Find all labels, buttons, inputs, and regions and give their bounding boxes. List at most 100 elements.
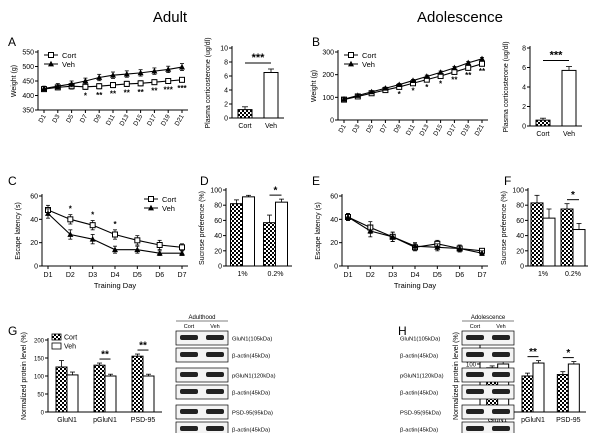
cort-marker bbox=[112, 231, 118, 238]
cort-marker bbox=[151, 79, 158, 86]
veh-marker bbox=[82, 77, 89, 84]
x-tick-label: D7 bbox=[79, 113, 89, 124]
y-tick-label: 0 bbox=[34, 264, 38, 271]
blot-band bbox=[180, 389, 198, 394]
lane-label: Cort bbox=[470, 324, 481, 330]
blot-strip bbox=[175, 404, 229, 420]
blot-band bbox=[206, 335, 224, 340]
y-tick-label: 450 bbox=[22, 79, 34, 86]
veh-marker bbox=[45, 210, 51, 216]
veh-marker bbox=[96, 74, 103, 80]
y-axis-label: Normalized protein level (%) bbox=[21, 332, 28, 420]
line-chart-C: 0 20 40 60 Escape latency (s) C D1 D2 D3 D4 D5 D6 D7… bbox=[8, 174, 188, 290]
blot-row-label: β-actin(45kDa) bbox=[232, 391, 270, 397]
veh-marker bbox=[389, 233, 396, 240]
x-tick-label: D3 bbox=[388, 272, 397, 279]
legend-label: Cort bbox=[64, 335, 77, 342]
panel-label: H bbox=[398, 324, 407, 338]
lane-label: Veh bbox=[210, 324, 219, 330]
blot-band bbox=[206, 352, 224, 357]
cort-marker bbox=[156, 242, 163, 248]
veh-marker bbox=[123, 70, 130, 77]
y-axis-label: Sucrose preference (%) bbox=[199, 191, 206, 265]
blot-band bbox=[492, 426, 510, 431]
x-tick-label: D1 bbox=[38, 113, 48, 124]
veh-marker bbox=[348, 60, 354, 67]
y-axis-label: Weight (g) bbox=[311, 70, 318, 102]
veh-marker bbox=[156, 249, 163, 256]
veh-marker bbox=[137, 69, 144, 76]
blot-band bbox=[466, 389, 484, 394]
bar-veh bbox=[567, 363, 580, 413]
y-tick-label: 150 bbox=[34, 357, 45, 363]
legend-label: Cort bbox=[62, 51, 77, 60]
cort-marker bbox=[165, 78, 172, 84]
bar-cort bbox=[530, 202, 544, 267]
western-blot-G: Adulthood Cort Veh GluN1(105kDa) β-actin(45k… bbox=[175, 315, 276, 433]
y-tick-label: 200 bbox=[34, 339, 45, 345]
legend-label: Veh bbox=[162, 204, 175, 213]
x-tick-label: D15 bbox=[432, 123, 444, 137]
bar-cort bbox=[230, 203, 243, 267]
x-tick-label: D7 bbox=[379, 123, 389, 134]
x-tick-label: 1% bbox=[237, 271, 247, 278]
bar-cort bbox=[55, 366, 68, 413]
legend-label: Cort bbox=[362, 51, 377, 60]
veh-marker bbox=[68, 80, 75, 87]
significance-mark: * bbox=[113, 220, 117, 229]
significance-mark: ** bbox=[529, 347, 537, 358]
bar-cort bbox=[560, 208, 574, 267]
blot-band bbox=[180, 426, 198, 431]
veh-marker bbox=[148, 204, 154, 211]
y-tick-label: 60 bbox=[330, 194, 338, 201]
y-tick-label: 60 bbox=[30, 194, 38, 201]
panel-label: D bbox=[200, 174, 209, 188]
blot-title: Adolescence bbox=[471, 315, 506, 321]
y-axis-label: Normalized protein level (%) bbox=[453, 332, 460, 420]
x-tick-label: D19 bbox=[460, 123, 472, 137]
significance-mark: ** bbox=[465, 71, 472, 80]
y-tick-label: 40 bbox=[330, 217, 338, 224]
x-axis-label: Training Day bbox=[94, 281, 136, 290]
significance-mark: *** bbox=[177, 84, 187, 93]
x-tick-label: D6 bbox=[155, 272, 164, 279]
blot-strip bbox=[175, 330, 229, 346]
blot-band bbox=[466, 352, 484, 357]
y-tick-label: 20 bbox=[30, 240, 38, 247]
y-tick-label: 8 bbox=[522, 46, 526, 53]
y-tick-label: 20 bbox=[214, 248, 222, 255]
veh-marker bbox=[456, 245, 463, 251]
x-tick-label: 0.2% bbox=[565, 271, 581, 278]
significance-mark: ** bbox=[110, 90, 117, 99]
significance-mark: * bbox=[84, 91, 88, 100]
y-tick-label: 100 bbox=[466, 363, 477, 369]
cort-marker bbox=[89, 222, 96, 229]
y-tick-label: 60 bbox=[214, 218, 222, 225]
cort-marker bbox=[48, 52, 54, 58]
veh-marker bbox=[67, 231, 74, 237]
x-tick-label: GluN1 bbox=[57, 417, 77, 424]
bar-veh bbox=[275, 201, 288, 267]
x-tick-label: PSD-95 bbox=[131, 417, 156, 424]
x-tick-label: D21 bbox=[474, 123, 486, 137]
y-tick-label: 0 bbox=[330, 118, 334, 125]
bar-chart-F: 0 20 40 60 80 100 Sucrose preference (%) F 1% 0.2… bbox=[501, 174, 588, 278]
significance-mark: * bbox=[566, 348, 570, 359]
y-axis-label: Plasma corticosterone (ug/dl) bbox=[503, 41, 510, 132]
x-tick-label: D3 bbox=[88, 272, 97, 279]
y-tick-label: 80 bbox=[214, 203, 222, 210]
header-adult: Adult bbox=[153, 9, 188, 26]
y-tick-label: 8 bbox=[224, 60, 228, 67]
significance-mark: * bbox=[398, 90, 402, 99]
blot-strip bbox=[461, 347, 515, 363]
blot-row-label: pGluN1(120kDa) bbox=[232, 374, 276, 380]
significance-mark: *** bbox=[550, 50, 564, 62]
x-tick-label: Veh bbox=[265, 123, 277, 130]
veh-marker bbox=[151, 67, 158, 74]
y-tick-label: 100 bbox=[512, 188, 524, 195]
veh-marker bbox=[48, 60, 54, 67]
cort-marker bbox=[348, 52, 354, 58]
bar-veh bbox=[263, 72, 279, 119]
